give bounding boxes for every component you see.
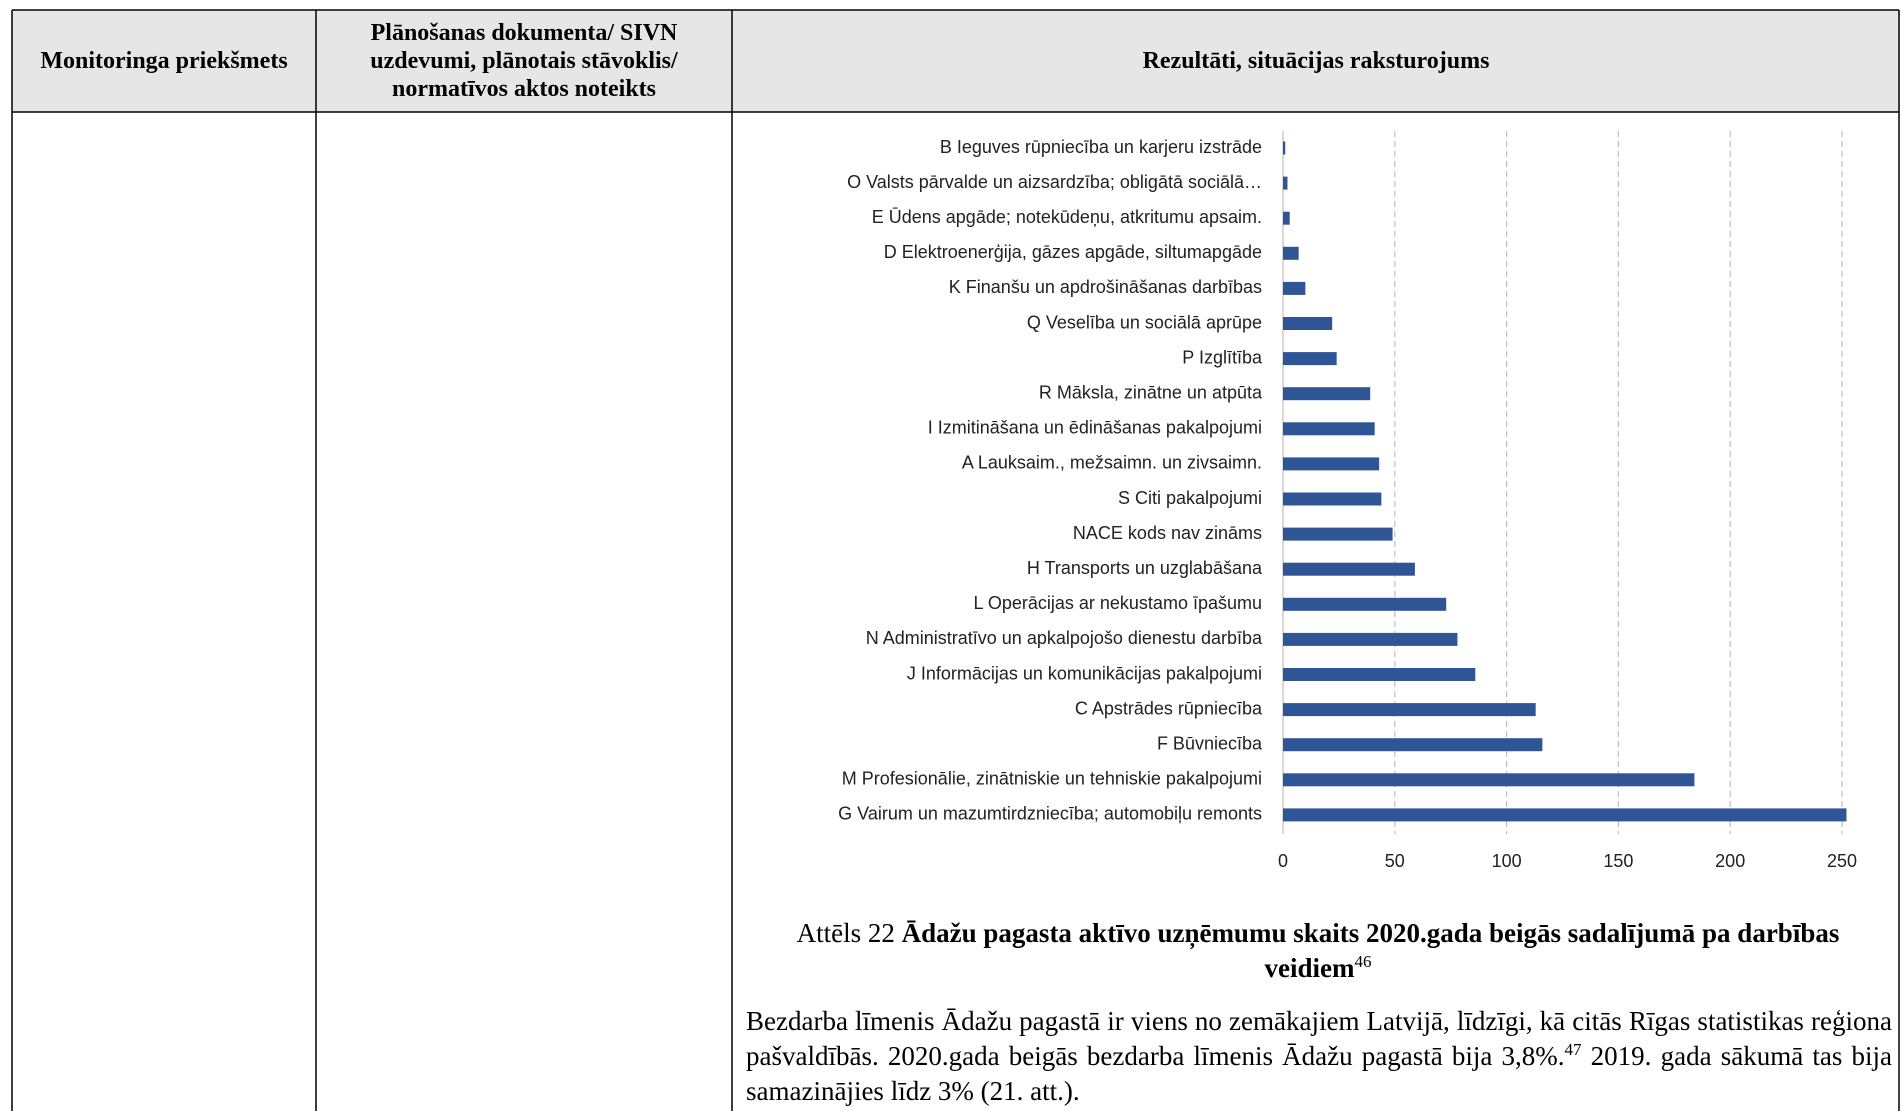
y-tick-label: S Citi pakalpojumi xyxy=(1118,488,1262,508)
y-tick-label: D Elektroenerģija, gāzes apgāde, siltuma… xyxy=(884,242,1262,262)
x-tick-label: 0 xyxy=(1278,851,1288,871)
bar xyxy=(1283,246,1299,260)
y-tick-label: B Ieguves rūpniecība un karjeru izstrāde xyxy=(940,137,1262,157)
y-tick-label: Q Veselība un sociālā aprūpe xyxy=(1027,312,1262,332)
y-tick-label: H Transports un uzglabāšana xyxy=(1027,558,1263,578)
bar xyxy=(1283,773,1695,787)
paragraph: Bezdarba līmenis Ādažu pagastā ir viens … xyxy=(746,1004,1892,1109)
header-background xyxy=(12,10,1899,112)
paragraph-text: Bezdarba līmenis Ādažu pagastā ir viens … xyxy=(746,1006,1892,1071)
y-tick-label: J Informācijas un komunikācijas pakalpoj… xyxy=(907,663,1262,683)
bar xyxy=(1283,492,1382,506)
footnote-ref: 46 xyxy=(1354,952,1372,971)
bar xyxy=(1283,738,1543,752)
bar xyxy=(1283,352,1337,366)
figure-caption: Attēls 22 Ādažu pagasta aktīvo uzņēmumu … xyxy=(762,916,1874,986)
caption-prefix: Attēls 22 xyxy=(796,918,895,948)
x-tick-label: 100 xyxy=(1492,851,1522,871)
y-tick-label: K Finanšu un apdrošināšanas darbības xyxy=(949,277,1262,297)
bar xyxy=(1283,387,1371,401)
bar xyxy=(1283,317,1333,330)
x-tick-label: 200 xyxy=(1715,851,1745,871)
bar xyxy=(1283,457,1380,471)
y-tick-label: M Profesionālie, zinātniskie un tehniski… xyxy=(842,769,1262,789)
bar xyxy=(1283,422,1375,436)
bar xyxy=(1283,632,1458,646)
bar xyxy=(1283,211,1290,225)
bar xyxy=(1283,703,1536,717)
y-tick-label: N Administratīvo un apkalpojošo dienestu… xyxy=(866,628,1263,648)
y-tick-label: R Māksla, zinātne un atpūta xyxy=(1039,382,1263,402)
y-tick-label: F Būvniecība xyxy=(1157,733,1263,753)
caption-title: Ādažu pagasta aktīvo uzņēmumu skaits 202… xyxy=(901,918,1840,983)
y-tick-label: NACE kods nav zināms xyxy=(1073,523,1262,543)
y-tick-label: O Valsts pārvalde un aizsardzība; obligā… xyxy=(847,172,1262,192)
y-tick-label: L Operācijas ar nekustamo īpašumu xyxy=(974,593,1262,613)
bar xyxy=(1283,808,1847,822)
y-tick-label: C Apstrādes rūpniecība xyxy=(1075,698,1263,718)
table-lines xyxy=(11,9,1900,1111)
y-tick-label: A Lauksaim., mežsaimn. un zivsaimn. xyxy=(962,453,1262,473)
x-tick-label: 50 xyxy=(1385,851,1405,871)
bar xyxy=(1283,562,1415,576)
x-tick-label: 250 xyxy=(1827,851,1857,871)
paragraph-text: 2019. gada sākumā tas bija samazinājies … xyxy=(746,1041,1892,1106)
chart: 0 50 100 150 200 250 B Ieguves rūpniecība un k… xyxy=(838,131,1857,871)
bar xyxy=(1283,668,1476,681)
x-tick-label: 150 xyxy=(1603,851,1633,871)
bar xyxy=(1283,176,1288,190)
bar xyxy=(1283,597,1447,611)
y-tick-label: I Izmitināšana un ēdināšanas pakalpojumi xyxy=(928,418,1262,438)
footnote-ref: 47 xyxy=(1564,1040,1582,1059)
y-tick-label: P Izglītība xyxy=(1182,347,1263,367)
bar xyxy=(1283,141,1286,155)
header-cell: Rezultāti, situācijas raksturojums xyxy=(1142,48,1490,74)
bar xyxy=(1283,281,1306,295)
y-tick-label: G Vairum un mazumtirdzniecība; automobiļ… xyxy=(838,804,1262,824)
y-tick-label: E Ūdens apgāde; notekūdeņu, atkritumu ap… xyxy=(872,207,1262,227)
bar xyxy=(1283,527,1393,541)
header-cell: Monitoringa priekšmets xyxy=(40,48,288,74)
header-cell: Plānošanas dokumenta/ SIVN uzdevumi, plā… xyxy=(370,20,678,102)
